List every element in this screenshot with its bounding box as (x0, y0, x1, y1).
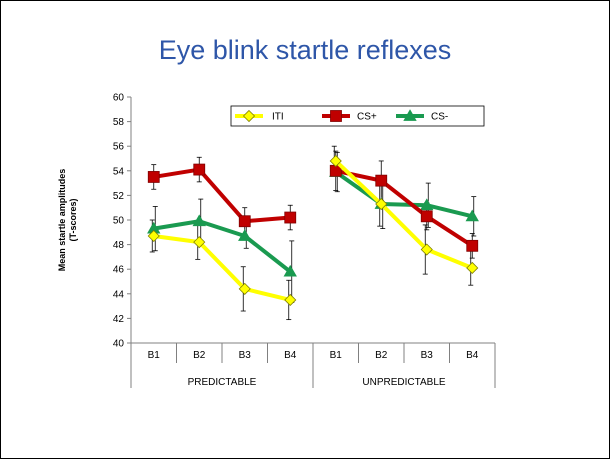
data-point-cs (465, 209, 479, 222)
legend-label-cs: CS+ (357, 112, 377, 123)
data-point-cs (238, 215, 251, 228)
y-tick-label: 50 (113, 216, 125, 227)
legend-box (230, 105, 485, 127)
data-point-cs (147, 171, 160, 183)
data-point-cs (420, 210, 433, 223)
y-tick-label: 42 (113, 314, 125, 325)
legend-label-cs: CS- (431, 112, 448, 123)
y-tick-label: 60 (113, 93, 125, 104)
y-axis-label-line: Mean startle amplitudes (57, 169, 67, 272)
y-tick-label: 44 (113, 289, 125, 300)
data-point-iti (375, 197, 388, 211)
y-tick-label: 52 (113, 191, 125, 202)
series-line-iti (334, 159, 474, 270)
data-point-iti (329, 154, 342, 168)
y-tick-label: 58 (113, 117, 125, 128)
series-line-cs (153, 167, 291, 224)
x-group-label: UNPREDICTABLE (362, 377, 445, 388)
data-point-iti (420, 243, 433, 256)
data-point-cs (238, 229, 252, 241)
data-point-iti (147, 229, 160, 243)
data-point-cs (375, 174, 388, 187)
series-line-cs (153, 219, 292, 274)
slide-title: Eye blink startle reflexes (158, 35, 452, 65)
data-point-iti (284, 293, 297, 307)
legend-marker-cs (330, 110, 342, 122)
y-tick-label: 48 (113, 240, 125, 251)
y-tick-label: 40 (113, 339, 125, 350)
series-line-cs (334, 170, 473, 219)
legend-marker-iti (242, 109, 256, 123)
series-line-cs (335, 168, 474, 248)
x-tick-label: B3 (421, 350, 434, 361)
x-tick-label: B2 (193, 350, 206, 361)
data-point-iti (193, 236, 206, 249)
y-tick-label: 56 (113, 142, 125, 153)
data-point-cs (466, 239, 479, 252)
data-point-cs (193, 163, 206, 176)
series-line-iti (153, 234, 291, 302)
y-axis-label: Mean startle amplitudes (T-scores) (57, 169, 78, 272)
data-point-cs (283, 264, 297, 277)
data-point-iti (238, 282, 251, 295)
x-tick-label: B4 (466, 350, 479, 361)
x-tick-label: B1 (330, 350, 343, 361)
legend-marker-cs (403, 109, 417, 121)
y-tick-label: 46 (113, 265, 125, 276)
x-tick-label: B1 (148, 350, 161, 361)
x-group-label: PREDICTABLE (188, 377, 257, 388)
x-tick-label: B3 (239, 350, 252, 361)
data-point-cs (284, 211, 297, 224)
x-tick-label: B4 (284, 350, 297, 361)
y-tick-label: 54 (113, 166, 125, 177)
x-tick-label: B2 (375, 350, 388, 361)
data-point-iti (466, 261, 479, 275)
data-point-cs (192, 214, 206, 227)
y-axis-label-line: (T-scores) (68, 198, 78, 241)
data-point-cs (420, 198, 434, 211)
legend-label-iti: ITI (272, 112, 284, 123)
